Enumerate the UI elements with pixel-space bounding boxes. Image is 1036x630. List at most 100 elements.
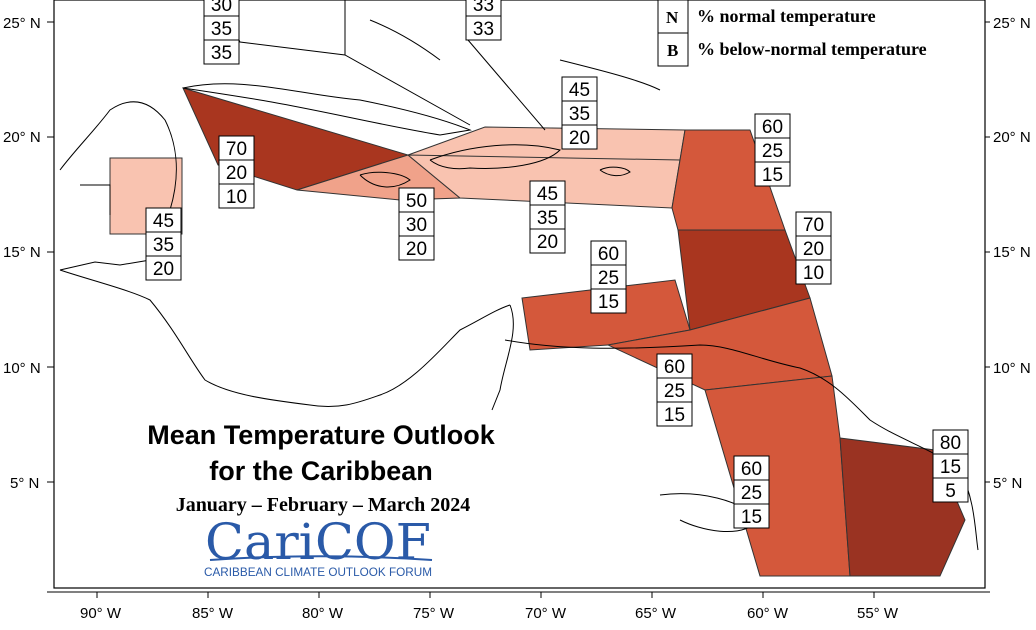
lat-label: 25° N bbox=[3, 15, 41, 32]
probability-box-belize: 45 35 20 bbox=[145, 207, 182, 281]
caricof-logo-text: CariCOF bbox=[205, 513, 431, 571]
probability-value: 20 bbox=[803, 239, 824, 260]
probability-cell bbox=[218, 135, 255, 161]
lat-label: 15° N bbox=[993, 244, 1031, 261]
probability-cell bbox=[561, 76, 598, 102]
probability-cell bbox=[733, 503, 770, 529]
lat-label: 5° N bbox=[10, 475, 39, 492]
legend: N % normal temperature B % below-normal … bbox=[657, 0, 927, 67]
probability-cell bbox=[590, 240, 627, 266]
probability-cell bbox=[590, 264, 627, 290]
lon-label: 85° W bbox=[192, 605, 234, 622]
probability-value: 15 bbox=[741, 507, 762, 528]
probability-cell bbox=[932, 477, 969, 503]
probability-cell bbox=[733, 455, 770, 481]
lon-label: 60° W bbox=[747, 605, 789, 622]
lat-labels-right: 25° N 20° N 15° N 10° N 5° N bbox=[993, 15, 1031, 492]
probability-value: 60 bbox=[664, 357, 685, 378]
probability-cell bbox=[656, 401, 693, 427]
lat-labels-left: 25° N 20° N 15° N 10° N 5° N bbox=[3, 15, 41, 492]
probability-boxes: 3035353333702010453520453520503020453520… bbox=[145, 0, 969, 529]
probability-cell bbox=[529, 204, 566, 230]
caricof-logo-subtitle: CARIBBEAN CLIMATE OUTLOOK FORUM bbox=[204, 567, 432, 579]
probability-cell bbox=[795, 235, 832, 261]
probability-value: 35 bbox=[537, 208, 558, 229]
probability-value: 20 bbox=[406, 239, 427, 260]
probability-value: 10 bbox=[226, 187, 247, 208]
probability-value: 20 bbox=[569, 128, 590, 149]
probability-box-abc-islands: 60 25 15 bbox=[590, 240, 627, 314]
probability-cell bbox=[754, 113, 791, 139]
map-subtitle: for the Caribbean bbox=[209, 456, 433, 486]
probability-value: 33 bbox=[473, 0, 494, 16]
lat-label: 5° N bbox=[993, 475, 1022, 492]
legend-key-normal: N bbox=[666, 8, 679, 27]
probability-cell bbox=[398, 235, 435, 261]
lon-labels: 90° W 85° W 80° W 75° W 70° W 65° W 60° … bbox=[80, 605, 899, 622]
legend-key-below: B bbox=[667, 41, 678, 60]
probability-value: 45 bbox=[153, 211, 174, 232]
probability-value: 70 bbox=[803, 215, 824, 236]
probability-cell bbox=[398, 187, 435, 213]
probability-value: 10 bbox=[803, 263, 824, 284]
probability-value: 25 bbox=[598, 268, 619, 289]
probability-cell bbox=[795, 259, 832, 285]
probability-cell bbox=[932, 453, 969, 479]
caricof-logo: CariCOF CARIBBEAN CLIMATE OUTLOOK FORUM bbox=[204, 513, 433, 579]
probability-cell bbox=[754, 161, 791, 187]
probability-cell bbox=[529, 228, 566, 254]
probability-box-suriname-french-guiana: 80 15 5 bbox=[932, 429, 969, 503]
probability-cell bbox=[398, 211, 435, 237]
probability-cell bbox=[529, 180, 566, 206]
lat-label: 20° N bbox=[3, 129, 41, 146]
probability-box-cuba: 70 20 10 bbox=[218, 135, 255, 209]
probability-value: 25 bbox=[762, 141, 783, 162]
probability-value: 50 bbox=[406, 191, 427, 212]
probability-cell bbox=[218, 183, 255, 209]
probability-value: 60 bbox=[762, 117, 783, 138]
lat-label: 20° N bbox=[993, 129, 1031, 146]
probability-value: 25 bbox=[664, 381, 685, 402]
lat-ticks bbox=[47, 21, 990, 483]
probability-value: 25 bbox=[741, 483, 762, 504]
lon-label: 65° W bbox=[635, 605, 677, 622]
probability-value: 70 bbox=[226, 139, 247, 160]
probability-cell bbox=[561, 124, 598, 150]
probability-value: 60 bbox=[741, 459, 762, 480]
probability-value: 35 bbox=[211, 19, 232, 40]
probability-cell bbox=[590, 288, 627, 314]
probability-box-windward-islands: 70 20 10 bbox=[795, 211, 832, 285]
lat-label: 10° N bbox=[993, 360, 1031, 377]
lon-label: 70° W bbox=[525, 605, 567, 622]
logo-swoosh bbox=[209, 555, 433, 561]
probability-box-guyana: 60 25 15 bbox=[733, 455, 770, 529]
probability-cell bbox=[561, 100, 598, 126]
probability-box-hispaniola-puerto-rico: 45 35 20 bbox=[561, 76, 598, 150]
probability-box-trinidad-tobago: 60 25 15 bbox=[656, 353, 693, 427]
probability-value: 45 bbox=[537, 184, 558, 205]
probability-cell bbox=[465, 15, 502, 41]
outlook-period: January – February – March 2024 bbox=[176, 494, 471, 516]
probability-value: 15 bbox=[940, 457, 961, 478]
probability-cell bbox=[203, 39, 240, 65]
probability-value: 15 bbox=[598, 292, 619, 313]
probability-box-south-hispaniola: 45 35 20 bbox=[529, 180, 566, 254]
probability-box-jamaica: 50 30 20 bbox=[398, 187, 435, 261]
lon-label: 75° W bbox=[413, 605, 455, 622]
probability-cell bbox=[145, 231, 182, 257]
legend-key-box bbox=[657, 32, 689, 67]
legend-label-below: % below-normal temperature bbox=[697, 39, 927, 59]
probability-cell bbox=[145, 255, 182, 281]
probability-value: 33 bbox=[473, 19, 494, 40]
probability-value: 20 bbox=[226, 163, 247, 184]
probability-value: 35 bbox=[153, 235, 174, 256]
probability-cell bbox=[733, 479, 770, 505]
probability-box-leeward-islands: 60 25 15 bbox=[754, 113, 791, 187]
lon-label: 55° W bbox=[857, 605, 899, 622]
lat-label: 10° N bbox=[3, 360, 41, 377]
probability-box-bahamas-north: 30 35 35 bbox=[203, 0, 240, 65]
lon-label: 90° W bbox=[80, 605, 122, 622]
probability-value: 15 bbox=[664, 405, 685, 426]
